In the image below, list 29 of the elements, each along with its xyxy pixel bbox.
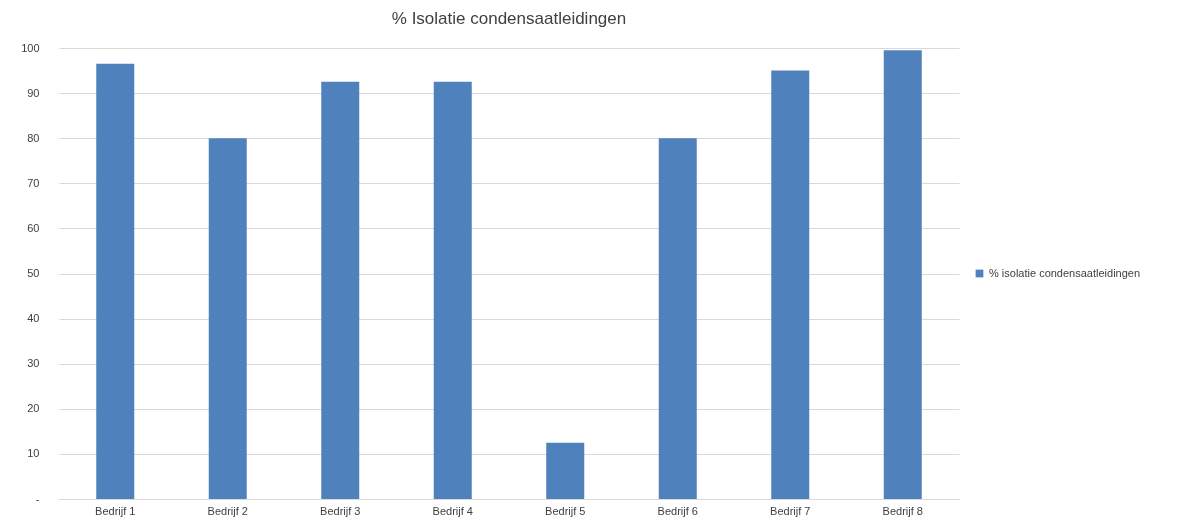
bar [433,81,472,499]
bar [883,50,922,499]
bar [546,442,585,499]
legend-label: % isolatie condensaatleidingen [989,266,1141,279]
bar [771,70,810,499]
x-tick-label: Bedrijf 1 [95,504,136,517]
bar [208,138,247,499]
chart-title: % Isolatie condensaatleidingen [391,9,627,28]
y-tick-label: 100 [21,41,40,54]
x-tick-label: Bedrijf 6 [657,504,698,517]
y-tick-label: 40 [27,312,40,325]
y-tick-label: 30 [27,357,40,370]
x-tick-label: Bedrijf 2 [207,504,248,517]
y-tick-label: 50 [27,267,40,279]
y-tick-label: 70 [27,176,40,189]
bar [658,138,697,499]
bar [321,81,360,499]
x-tick-label: Bedrijf 5 [545,504,586,517]
y-tick-label: 20 [27,402,40,415]
y-tick-label: 90 [27,86,40,99]
y-tick-label: 60 [27,221,40,234]
x-tick-label: Bedrijf 7 [770,504,811,517]
x-tick-label: Bedrijf 4 [432,504,473,517]
y-tick-label: 80 [27,131,40,144]
y-tick-label: - [35,492,40,505]
y-tick-label: 10 [27,447,40,460]
x-tick-label: Bedrijf 3 [320,504,361,517]
x-tick-label: Bedrijf 8 [882,504,923,517]
bar [96,63,135,499]
